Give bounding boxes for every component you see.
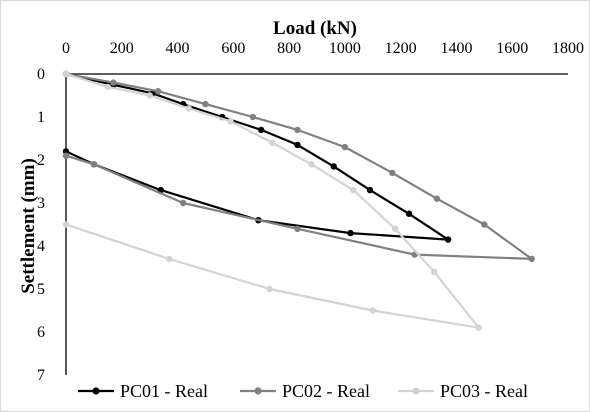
data-point: [62, 70, 70, 78]
y-tick-label: 6: [37, 324, 45, 341]
y-tick-label: 2: [37, 152, 45, 169]
data-point: [62, 152, 70, 159]
data-point: [154, 88, 162, 95]
data-point: [185, 105, 192, 112]
legend-marker: [412, 387, 420, 395]
legend-label: PC02 - Real: [282, 381, 370, 401]
data-point: [104, 83, 112, 91]
x-tick-label: 0: [62, 40, 70, 57]
y-tick-labels: 0 1 2 3 4 5 6 7: [37, 66, 45, 384]
x-tick-label: 1000: [329, 40, 361, 57]
data-point: [146, 92, 153, 99]
x-tick-label: 200: [110, 40, 134, 57]
data-point: [308, 161, 315, 168]
data-point: [90, 161, 98, 168]
y-axis-title: Settlement (mm): [18, 158, 39, 294]
data-point: [341, 143, 349, 151]
data-point: [430, 268, 438, 275]
series-layer: [62, 70, 535, 331]
data-point: [389, 169, 396, 177]
data-point: [366, 186, 374, 194]
x-tick-label: 1400: [440, 40, 472, 57]
legend-marker: [92, 387, 100, 395]
data-point: [528, 255, 535, 263]
y-tick-label: 3: [37, 195, 45, 212]
data-point: [405, 210, 413, 217]
x-tick-label: 800: [277, 40, 301, 57]
data-point: [369, 307, 376, 314]
data-point: [269, 139, 276, 146]
data-point: [391, 225, 399, 232]
x-tick-label: 400: [166, 40, 190, 57]
data-point: [165, 255, 173, 263]
data-point: [227, 118, 234, 125]
data-point: [202, 100, 209, 108]
series-2: [62, 70, 535, 263]
y-tick-label: 5: [37, 281, 45, 298]
x-tick-labels: 0 200 400 600 800 1000 1200 1400 1600 1800: [62, 40, 584, 57]
data-point: [475, 324, 482, 331]
series-1: [62, 70, 452, 243]
data-point: [444, 236, 452, 243]
y-tick-label: 0: [37, 66, 45, 83]
series-3: [62, 70, 482, 331]
x-axis-title: Load (kN): [273, 18, 357, 39]
y-tick-label: 7: [37, 367, 45, 384]
data-point: [481, 221, 488, 228]
y-tick-label: 4: [37, 238, 45, 255]
x-tick-label: 600: [221, 40, 245, 57]
data-point: [62, 221, 70, 228]
data-point: [330, 163, 337, 170]
data-point: [179, 199, 187, 207]
series-line: [65, 72, 450, 241]
legend-label: PC01 - Real: [120, 381, 208, 401]
data-point: [294, 126, 301, 134]
data-point: [347, 229, 354, 237]
data-point: [110, 79, 117, 86]
legend-marker: [254, 387, 262, 395]
data-point: [258, 126, 265, 134]
x-tick-label: 1200: [385, 40, 417, 57]
legend-label: PC03 - Real: [440, 381, 528, 401]
x-tick-label: 1800: [552, 40, 584, 57]
data-point: [266, 285, 273, 293]
series-line: [65, 72, 533, 260]
data-point: [294, 225, 301, 232]
x-tick-label: 1600: [496, 40, 528, 57]
y-tick-label: 1: [37, 109, 45, 126]
data-point: [294, 141, 301, 149]
legend: PC01 - Real PC02 - Real PC03 - Real: [78, 381, 528, 401]
data-point: [350, 186, 357, 194]
data-point: [249, 113, 257, 121]
data-point: [433, 195, 441, 202]
